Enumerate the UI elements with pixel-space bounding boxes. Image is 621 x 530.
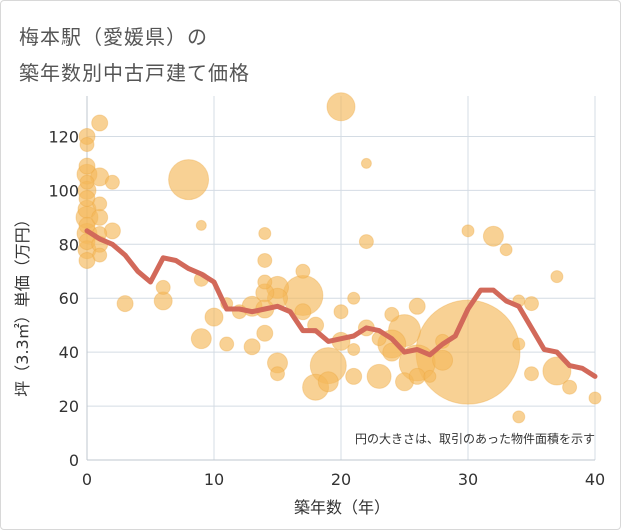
data-bubble <box>345 367 363 385</box>
data-bubble <box>257 252 273 268</box>
data-bubble <box>358 234 374 250</box>
x-tick-label: 0 <box>82 470 92 489</box>
data-bubble <box>91 208 109 226</box>
x-axis-label: 築年数（年） <box>294 498 390 517</box>
data-bubble <box>347 342 361 356</box>
data-bubble <box>550 270 564 284</box>
data-bubble <box>295 263 311 279</box>
data-bubble <box>423 369 437 383</box>
y-tick-label: 40 <box>59 343 79 362</box>
y-tick-label: 120 <box>48 127 79 146</box>
data-bubble <box>360 157 372 169</box>
data-bubble <box>562 379 578 395</box>
ticks: 0 20 40 60 80 100 120 0 10 20 30 40 <box>48 127 605 489</box>
x-tick-label: 10 <box>204 470 224 489</box>
data-bubble <box>195 219 207 231</box>
size-note: 円の大きさは、取引のあった物件面積を示す <box>355 431 595 446</box>
data-bubble <box>333 304 349 320</box>
data-bubble <box>103 222 121 240</box>
data-bubble <box>512 337 526 351</box>
data-bubble <box>78 189 96 207</box>
data-bubble <box>588 391 602 405</box>
y-tick-label: 20 <box>59 397 79 416</box>
data-bubble <box>347 291 361 305</box>
data-bubble <box>92 247 108 263</box>
data-bubble <box>382 342 402 362</box>
data-bubble <box>79 137 95 153</box>
data-bubble <box>384 306 400 322</box>
data-bubble <box>408 297 426 315</box>
data-bubble <box>461 224 475 238</box>
y-tick-label: 100 <box>48 181 79 200</box>
data-bubble <box>190 328 212 350</box>
data-bubble <box>204 307 224 327</box>
data-bubble <box>256 324 274 342</box>
data-bubble <box>168 159 210 201</box>
data-bubble <box>482 225 504 247</box>
data-bubble <box>78 251 96 269</box>
data-bubble <box>408 367 426 385</box>
y-tick-label: 80 <box>59 235 79 254</box>
data-bubble <box>317 371 339 393</box>
y-axis-label: 坪（3.3㎡）単価（万円） <box>13 211 32 396</box>
data-bubble <box>79 174 95 190</box>
x-tick-label: 40 <box>585 470 605 489</box>
bubbles <box>75 92 602 424</box>
data-bubble <box>104 174 120 190</box>
data-bubble <box>499 243 513 257</box>
chart-title-line2: 築年数別中古戸建て価格 <box>19 61 250 85</box>
trend-line <box>84 228 598 379</box>
data-bubble <box>326 92 356 122</box>
y-tick-label: 0 <box>69 451 79 470</box>
data-bubble <box>91 114 109 132</box>
data-bubble <box>432 349 454 371</box>
data-bubble <box>116 295 134 313</box>
data-bubble <box>92 196 108 212</box>
data-bubble <box>219 336 235 352</box>
grid <box>86 96 596 461</box>
data-bubble <box>257 274 273 290</box>
y-tick-label: 60 <box>59 289 79 308</box>
data-bubble <box>258 227 272 241</box>
data-bubble <box>294 303 312 321</box>
data-bubble <box>524 366 539 382</box>
chart-title-line1: 梅本駅（愛媛県）の <box>19 25 208 49</box>
x-tick-label: 30 <box>458 470 478 489</box>
data-bubble <box>78 157 96 175</box>
data-bubble <box>512 410 526 424</box>
data-bubble <box>542 356 572 386</box>
data-bubble <box>524 296 539 312</box>
data-bubble <box>366 363 392 389</box>
data-bubble <box>155 279 171 295</box>
x-tick-label: 20 <box>331 470 351 489</box>
data-bubble <box>270 366 285 382</box>
data-bubble <box>243 338 261 356</box>
